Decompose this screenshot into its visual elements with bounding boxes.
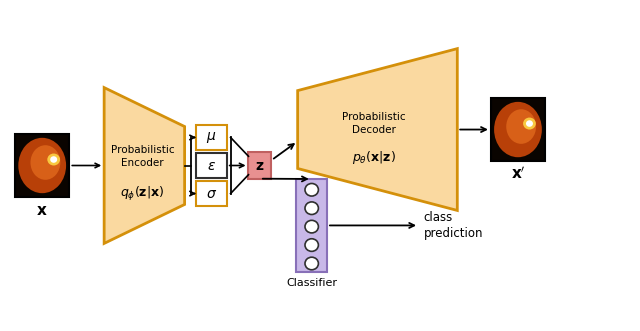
Text: class
prediction: class prediction xyxy=(424,211,483,240)
Ellipse shape xyxy=(19,138,66,193)
Ellipse shape xyxy=(31,145,60,180)
FancyBboxPatch shape xyxy=(196,181,227,206)
Text: Probabilistic
Encoder: Probabilistic Encoder xyxy=(111,145,174,168)
FancyBboxPatch shape xyxy=(196,125,227,150)
Text: $\mathbf{x}$: $\mathbf{x}$ xyxy=(36,203,48,218)
Ellipse shape xyxy=(494,102,542,157)
Text: $q_\phi(\mathbf{z}|\mathbf{x})$: $q_\phi(\mathbf{z}|\mathbf{x})$ xyxy=(120,185,164,203)
Circle shape xyxy=(305,239,319,251)
Text: $\mathbf{z}$: $\mathbf{z}$ xyxy=(255,159,265,172)
FancyBboxPatch shape xyxy=(15,134,69,197)
Text: Probabilistic
Decoder: Probabilistic Decoder xyxy=(342,112,406,135)
Circle shape xyxy=(305,257,319,270)
Text: $\varepsilon$: $\varepsilon$ xyxy=(207,159,216,172)
Ellipse shape xyxy=(506,109,536,144)
Text: $\sigma$: $\sigma$ xyxy=(206,187,217,201)
FancyBboxPatch shape xyxy=(196,153,227,178)
FancyBboxPatch shape xyxy=(248,152,271,179)
Text: $\mathbf{x}'$: $\mathbf{x}'$ xyxy=(511,166,525,182)
FancyBboxPatch shape xyxy=(296,179,327,272)
Polygon shape xyxy=(104,88,184,243)
Circle shape xyxy=(50,156,57,163)
FancyBboxPatch shape xyxy=(491,98,545,161)
Circle shape xyxy=(305,220,319,233)
Circle shape xyxy=(305,202,319,214)
Circle shape xyxy=(523,118,536,129)
Circle shape xyxy=(305,183,319,196)
Text: $\mu$: $\mu$ xyxy=(206,130,216,145)
Circle shape xyxy=(526,120,533,127)
Text: Classifier: Classifier xyxy=(286,278,337,288)
Polygon shape xyxy=(298,49,458,211)
Text: $p_\theta(\mathbf{x}|\mathbf{z})$: $p_\theta(\mathbf{x}|\mathbf{z})$ xyxy=(353,149,396,166)
Circle shape xyxy=(47,154,60,166)
